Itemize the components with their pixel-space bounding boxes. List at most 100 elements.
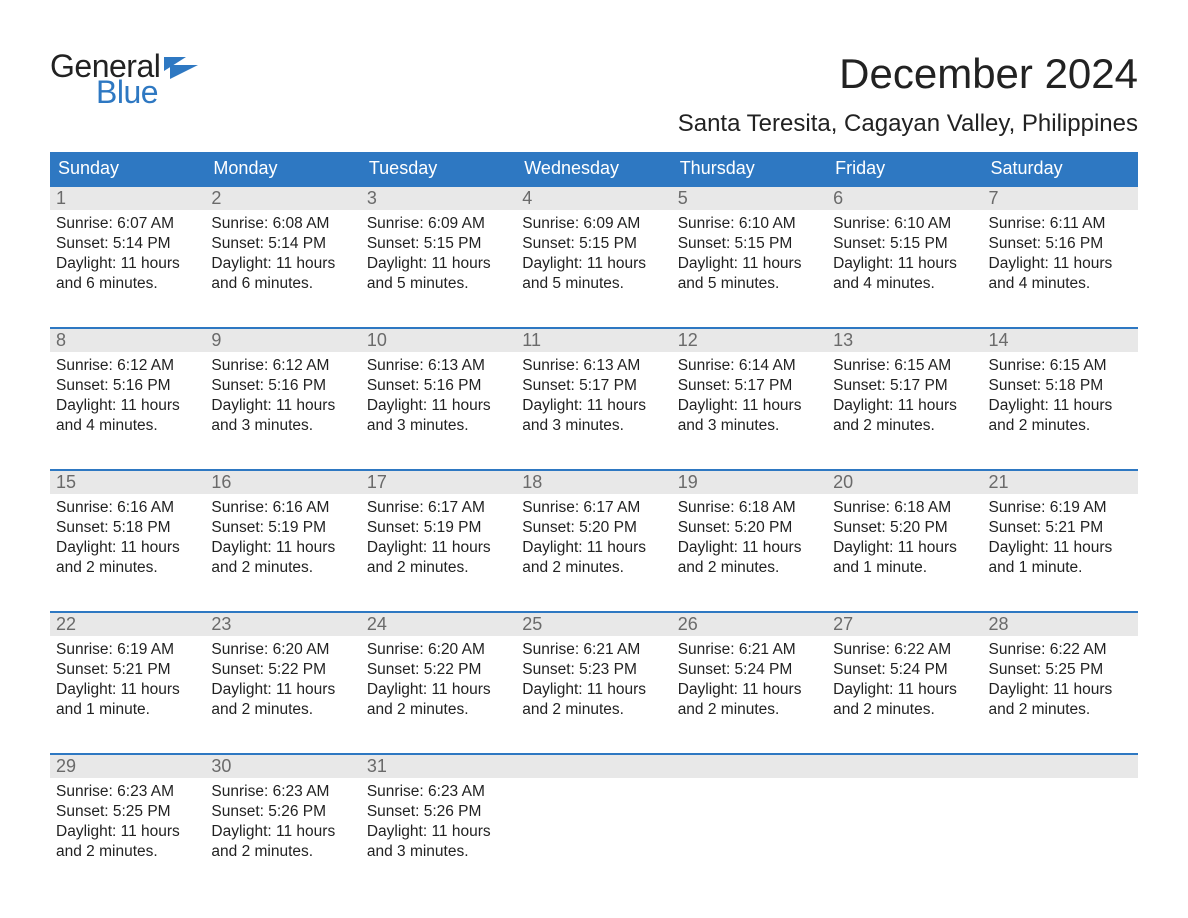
calendar-day: 28Sunrise: 6:22 AMSunset: 5:25 PMDayligh… bbox=[983, 613, 1138, 735]
day-line: and 2 minutes. bbox=[678, 700, 821, 720]
day-line: Sunrise: 6:23 AM bbox=[367, 782, 510, 802]
day-line: Daylight: 11 hours bbox=[367, 680, 510, 700]
day-line: Sunset: 5:18 PM bbox=[56, 518, 199, 538]
day-number: 19 bbox=[672, 471, 827, 494]
day-line: Daylight: 11 hours bbox=[56, 680, 199, 700]
day-number: 30 bbox=[205, 755, 360, 778]
day-line: and 2 minutes. bbox=[211, 842, 354, 862]
calendar-day: 8Sunrise: 6:12 AMSunset: 5:16 PMDaylight… bbox=[50, 329, 205, 451]
day-line: Daylight: 11 hours bbox=[833, 538, 976, 558]
day-line: Sunset: 5:17 PM bbox=[833, 376, 976, 396]
day-line: and 2 minutes. bbox=[989, 416, 1132, 436]
day-line: Sunset: 5:24 PM bbox=[678, 660, 821, 680]
day-number bbox=[672, 755, 827, 778]
calendar-day: 14Sunrise: 6:15 AMSunset: 5:18 PMDayligh… bbox=[983, 329, 1138, 451]
day-line: Sunrise: 6:17 AM bbox=[522, 498, 665, 518]
day-number: 18 bbox=[516, 471, 671, 494]
day-content: Sunrise: 6:22 AMSunset: 5:24 PMDaylight:… bbox=[827, 636, 982, 725]
day-number: 24 bbox=[361, 613, 516, 636]
day-line: Sunset: 5:15 PM bbox=[678, 234, 821, 254]
day-content: Sunrise: 6:13 AMSunset: 5:16 PMDaylight:… bbox=[361, 352, 516, 441]
weekday-wednesday: Wednesday bbox=[516, 152, 671, 185]
day-line: Sunrise: 6:23 AM bbox=[211, 782, 354, 802]
day-number bbox=[827, 755, 982, 778]
day-number: 7 bbox=[983, 187, 1138, 210]
day-line: and 2 minutes. bbox=[211, 700, 354, 720]
day-line: Daylight: 11 hours bbox=[367, 822, 510, 842]
month-title: December 2024 bbox=[678, 50, 1138, 98]
day-line: Daylight: 11 hours bbox=[989, 680, 1132, 700]
day-line: Sunrise: 6:09 AM bbox=[367, 214, 510, 234]
day-line: Sunset: 5:21 PM bbox=[989, 518, 1132, 538]
day-content: Sunrise: 6:23 AMSunset: 5:26 PMDaylight:… bbox=[361, 778, 516, 867]
day-line: Sunset: 5:16 PM bbox=[989, 234, 1132, 254]
day-number: 20 bbox=[827, 471, 982, 494]
day-number: 2 bbox=[205, 187, 360, 210]
day-line: Sunset: 5:20 PM bbox=[678, 518, 821, 538]
day-line: Sunset: 5:17 PM bbox=[678, 376, 821, 396]
day-line: Daylight: 11 hours bbox=[367, 396, 510, 416]
day-line: Sunrise: 6:19 AM bbox=[56, 640, 199, 660]
day-line: and 2 minutes. bbox=[989, 700, 1132, 720]
day-number: 15 bbox=[50, 471, 205, 494]
day-number: 23 bbox=[205, 613, 360, 636]
day-number: 14 bbox=[983, 329, 1138, 352]
day-line: Daylight: 11 hours bbox=[211, 396, 354, 416]
calendar-day: 22Sunrise: 6:19 AMSunset: 5:21 PMDayligh… bbox=[50, 613, 205, 735]
day-line: Sunrise: 6:16 AM bbox=[56, 498, 199, 518]
day-line: Daylight: 11 hours bbox=[833, 396, 976, 416]
day-number: 16 bbox=[205, 471, 360, 494]
weekday-tuesday: Tuesday bbox=[361, 152, 516, 185]
day-line: and 2 minutes. bbox=[522, 700, 665, 720]
day-line: Sunset: 5:21 PM bbox=[56, 660, 199, 680]
day-number: 12 bbox=[672, 329, 827, 352]
day-line: and 2 minutes. bbox=[522, 558, 665, 578]
logo: General Blue bbox=[50, 50, 200, 108]
week-row: 22Sunrise: 6:19 AMSunset: 5:21 PMDayligh… bbox=[50, 611, 1138, 735]
day-line: Sunrise: 6:12 AM bbox=[211, 356, 354, 376]
day-line: and 1 minute. bbox=[56, 700, 199, 720]
day-content: Sunrise: 6:15 AMSunset: 5:17 PMDaylight:… bbox=[827, 352, 982, 441]
day-line: Daylight: 11 hours bbox=[211, 538, 354, 558]
day-line: Sunrise: 6:08 AM bbox=[211, 214, 354, 234]
calendar-day bbox=[827, 755, 982, 877]
day-line: Daylight: 11 hours bbox=[522, 254, 665, 274]
day-line: Daylight: 11 hours bbox=[989, 254, 1132, 274]
day-line: Sunrise: 6:23 AM bbox=[56, 782, 199, 802]
day-line: Sunset: 5:15 PM bbox=[367, 234, 510, 254]
day-number: 5 bbox=[672, 187, 827, 210]
day-line: Sunset: 5:26 PM bbox=[211, 802, 354, 822]
day-line: Sunset: 5:20 PM bbox=[833, 518, 976, 538]
day-content: Sunrise: 6:07 AMSunset: 5:14 PMDaylight:… bbox=[50, 210, 205, 299]
day-line: and 5 minutes. bbox=[522, 274, 665, 294]
week-row: 15Sunrise: 6:16 AMSunset: 5:18 PMDayligh… bbox=[50, 469, 1138, 593]
calendar-day: 30Sunrise: 6:23 AMSunset: 5:26 PMDayligh… bbox=[205, 755, 360, 877]
day-line: Sunrise: 6:11 AM bbox=[989, 214, 1132, 234]
calendar-day: 12Sunrise: 6:14 AMSunset: 5:17 PMDayligh… bbox=[672, 329, 827, 451]
calendar-day: 5Sunrise: 6:10 AMSunset: 5:15 PMDaylight… bbox=[672, 187, 827, 309]
day-line: Daylight: 11 hours bbox=[989, 538, 1132, 558]
weekday-sunday: Sunday bbox=[50, 152, 205, 185]
day-line: Sunset: 5:16 PM bbox=[56, 376, 199, 396]
day-line: and 2 minutes. bbox=[833, 416, 976, 436]
day-number: 21 bbox=[983, 471, 1138, 494]
day-line: and 6 minutes. bbox=[56, 274, 199, 294]
day-line: and 4 minutes. bbox=[56, 416, 199, 436]
calendar-day: 11Sunrise: 6:13 AMSunset: 5:17 PMDayligh… bbox=[516, 329, 671, 451]
day-number: 6 bbox=[827, 187, 982, 210]
weekday-saturday: Saturday bbox=[983, 152, 1138, 185]
calendar-day bbox=[516, 755, 671, 877]
day-line: and 3 minutes. bbox=[367, 416, 510, 436]
day-line: Sunrise: 6:16 AM bbox=[211, 498, 354, 518]
calendar-day: 31Sunrise: 6:23 AMSunset: 5:26 PMDayligh… bbox=[361, 755, 516, 877]
day-number: 26 bbox=[672, 613, 827, 636]
calendar-day bbox=[983, 755, 1138, 877]
calendar-day: 7 Sunrise: 6:11 AMSunset: 5:16 PMDaylight… bbox=[983, 187, 1138, 309]
day-content: Sunrise: 6:09 AMSunset: 5:15 PMDaylight:… bbox=[516, 210, 671, 299]
day-line: and 2 minutes. bbox=[211, 558, 354, 578]
calendar-day: 19Sunrise: 6:18 AMSunset: 5:20 PMDayligh… bbox=[672, 471, 827, 593]
day-number bbox=[516, 755, 671, 778]
day-line: Daylight: 11 hours bbox=[678, 254, 821, 274]
day-content: Sunrise: 6:14 AMSunset: 5:17 PMDaylight:… bbox=[672, 352, 827, 441]
day-line: Sunrise: 6:18 AM bbox=[833, 498, 976, 518]
